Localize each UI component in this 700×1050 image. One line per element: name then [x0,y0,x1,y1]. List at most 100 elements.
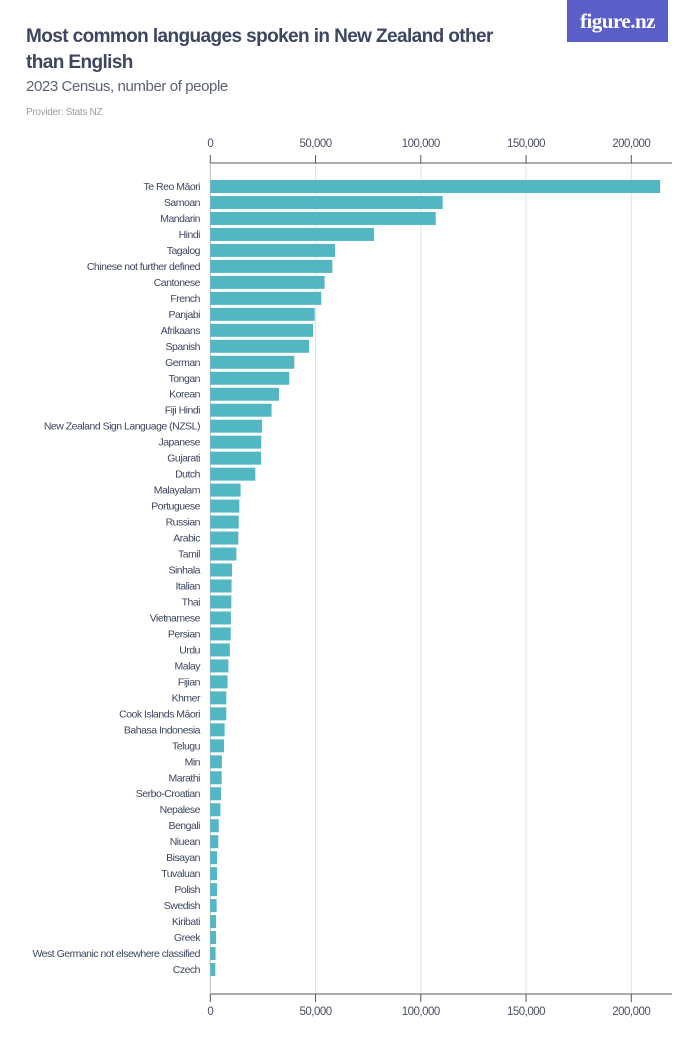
bar [210,675,228,689]
category-label: Kiribati [172,916,200,928]
category-label: Thai [182,596,201,608]
bar [210,595,232,609]
bar [210,180,661,193]
bar [210,947,216,961]
bar [210,547,237,561]
bar [210,899,217,913]
category-label: Tagalog [167,245,201,257]
bar [210,563,232,577]
category-label: Greek [174,932,201,944]
category-label: Te Reo Māori [144,181,201,193]
category-label: Hindi [179,229,201,241]
category-label: Telugu [172,740,201,752]
chart-subtitle: 2023 Census, number of people [26,78,228,95]
bar [210,915,216,929]
bar [210,835,219,849]
provider-credit: Provider: Stats NZ [26,107,103,118]
category-label: Malayalam [154,485,201,497]
x-tick-label-top: 0 [207,138,213,150]
category-label: Min [185,756,201,768]
bar [210,611,231,625]
bar [210,339,310,353]
bar [210,659,229,673]
category-label: Fijian [178,676,201,688]
category-label: West Germanic not elsewhere classified [32,948,200,960]
bar [210,755,222,769]
category-label: Sinhala [168,565,200,577]
bar [210,851,218,865]
chart-title: Most common languages spoken in New Zeal… [26,26,493,73]
x-tick-label-bottom: 100,000 [402,1006,440,1018]
category-label: Malay [174,660,201,672]
bar [210,467,256,481]
x-tick-label-top: 200,000 [612,138,650,150]
category-label: Tuvaluan [161,868,200,880]
bar [210,259,333,273]
category-label: Japanese [158,437,200,449]
bar [210,387,279,401]
category-label: Korean [169,389,201,401]
bar [210,211,436,225]
figure-nz-logo[interactable]: figure.nz [567,0,668,42]
bar [210,691,227,705]
category-label: Vietnamese [150,612,201,624]
bar [210,403,272,417]
bar [210,195,443,209]
category-label: Fiji Hindi [165,405,200,417]
bar [210,739,224,753]
category-label: German [165,357,201,369]
category-label: Serbo-Croatian [136,788,201,800]
category-label: French [170,293,200,305]
category-label: Nepalese [160,804,201,816]
bar [210,723,225,737]
bar [210,323,314,337]
bar [210,307,315,321]
category-label: Gujarati [167,453,200,465]
x-tick-label-bottom: 150,000 [507,1006,545,1018]
category-label: Niuean [170,836,201,848]
category-label: Tongan [169,373,201,385]
bar [210,931,216,945]
category-label: Tamil [178,549,200,561]
category-label: Polish [174,884,200,896]
category-label: Bengali [168,820,200,832]
category-label: Mandarin [160,213,200,225]
category-label: Marathi [168,772,200,784]
bar [210,819,219,833]
bar [210,227,375,241]
bar [210,515,239,529]
bar [210,483,241,497]
category-label: Afrikaans [161,325,201,337]
category-label: Czech [173,964,201,976]
bar [210,371,290,385]
bar [210,531,239,545]
x-tick-label-bottom: 50,000 [299,1006,331,1018]
category-label: Bahasa Indonesia [124,724,201,736]
bar [210,867,218,881]
bar [210,275,325,289]
category-label: Khmer [172,692,201,704]
x-tick-label-top: 50,000 [299,138,331,150]
bar [210,499,240,513]
bar [210,579,232,593]
category-label: Cantonese [154,277,201,289]
category-label: Chinese not further defined [87,261,201,273]
bar [210,291,322,305]
category-label: Swedish [164,900,201,912]
category-label: Cook Islands Māori [119,708,200,720]
bar [210,451,262,465]
category-label: Panjabi [168,309,200,321]
bar [210,435,262,449]
bar [210,707,227,721]
x-tick-label-top: 150,000 [507,138,545,150]
bar [210,355,295,369]
category-label: Russian [166,517,201,529]
bar [210,803,221,817]
category-label: New Zealand Sign Language (NZSL) [44,421,200,433]
bar [210,771,222,785]
bar [210,419,263,433]
category-label: Portuguese [151,501,200,513]
category-label: Dutch [175,469,201,481]
category-label: Arabic [173,533,200,545]
